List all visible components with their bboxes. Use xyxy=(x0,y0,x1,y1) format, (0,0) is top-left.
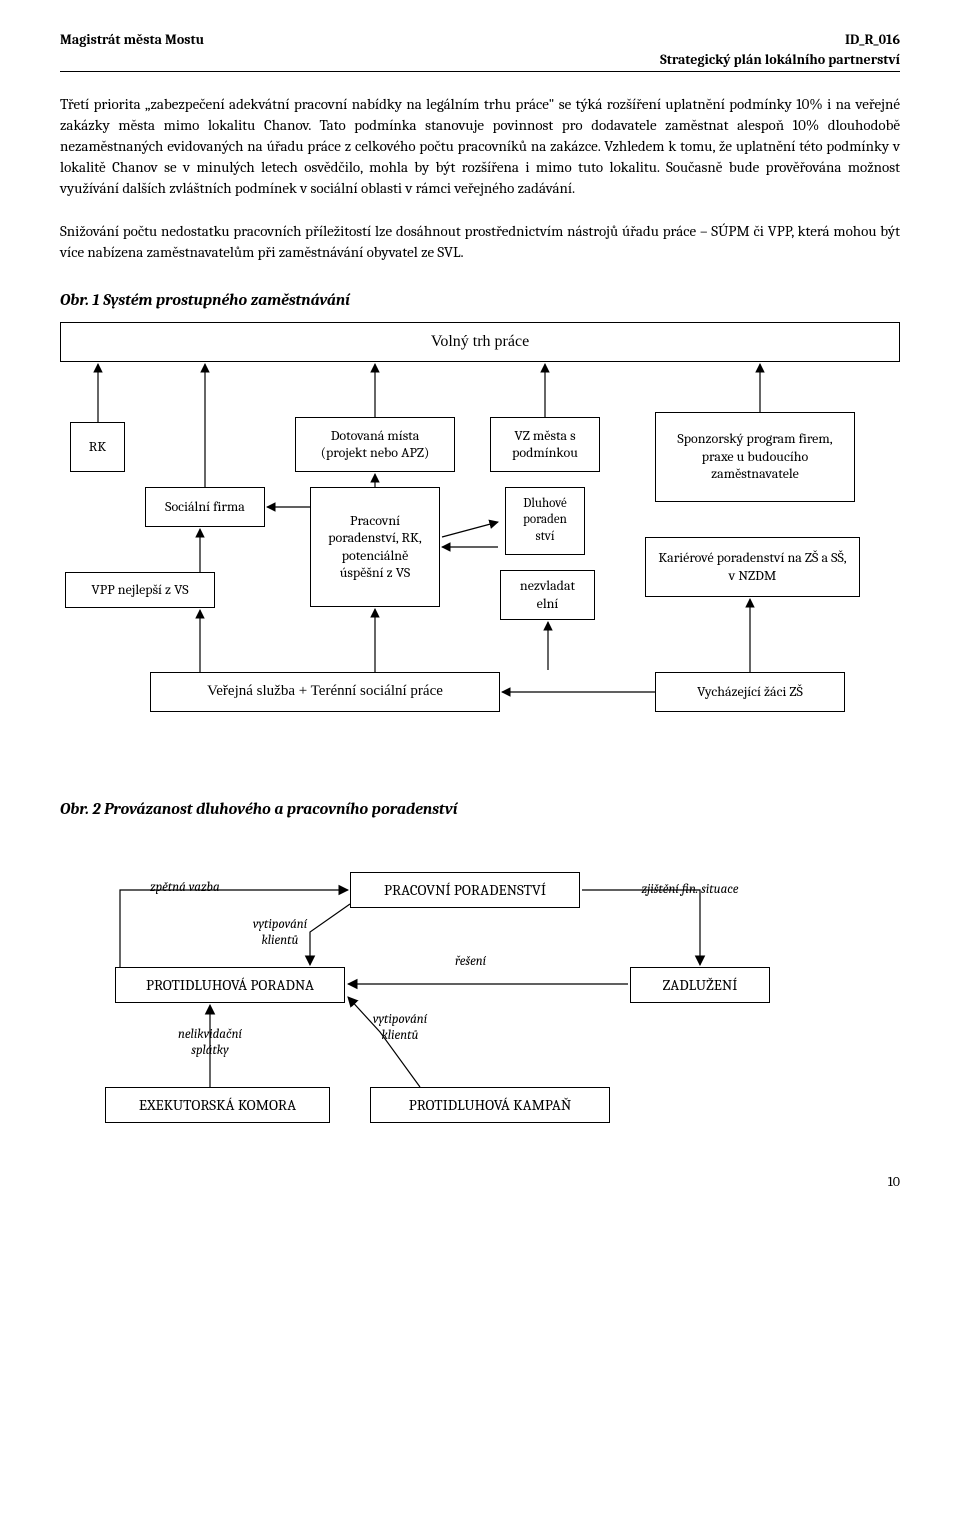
figure-2-title: Obr. 2 Provázanost dluhového a pracovníh… xyxy=(60,798,900,820)
figure-1-title: Obr. 1 Systém prostupného zaměstnávání xyxy=(60,289,900,311)
paragraph-1: Třetí priorita „zabezpečení adekvátní pr… xyxy=(60,94,900,199)
box-vychazejici: Vycházející žáci ZŠ xyxy=(655,672,845,712)
header-right: ID_R_016 Strategický plán lokálního part… xyxy=(660,30,900,69)
diagram-1: Volný trh práce RK Sociální firma VPP ne… xyxy=(60,322,900,772)
box-dotovana: Dotovaná místa (projekt nebo APZ) xyxy=(295,417,455,472)
label-nelikvidacni: nelikvidační splátky xyxy=(165,1027,255,1058)
box-pracovni: Pracovní poradenství, RK, potenciálně ús… xyxy=(310,487,440,607)
box-nezvladat: nezvladat elní xyxy=(500,570,595,620)
box-protidluhova-poradna: PROTIDLUHOVÁ PORADNA xyxy=(115,967,345,1003)
label-zpetna-vazba: zpětná vazba xyxy=(150,880,220,896)
label-reseni: řešení xyxy=(455,954,486,970)
header-left: Magistrát města Mostu xyxy=(60,30,204,69)
header-right-top: ID_R_016 xyxy=(660,30,900,50)
label-zjisteni: zjištění fin. situace xyxy=(625,882,755,898)
box-pracovni-poradenstvi: PRACOVNÍ PORADENSTVÍ xyxy=(350,872,580,908)
page-number: 10 xyxy=(60,1172,900,1192)
box-vz-mesta: VZ města s podmínkou xyxy=(490,417,600,472)
box-zadluzeni: ZADLUŽENÍ xyxy=(630,967,770,1003)
paragraph-2: Snižování počtu nedostatku pracovních př… xyxy=(60,221,900,263)
box-vpp: VPP nejlepší z VS xyxy=(65,572,215,608)
page-header: Magistrát města Mostu ID_R_016 Strategic… xyxy=(60,30,900,72)
header-right-bottom: Strategický plán lokálního partnerství xyxy=(660,50,900,70)
label-vytipovani-1: vytipování klientů xyxy=(240,917,320,948)
box-protidluhova-kampan: PROTIDLUHOVÁ KAMPAŇ xyxy=(370,1087,610,1123)
box-sponzorsky: Sponzorský program firem, praxe u budouc… xyxy=(655,412,855,502)
box-volny-trh: Volný trh práce xyxy=(60,322,900,362)
box-dluhove: Dluhové poraden ství xyxy=(505,487,585,555)
diagram-2: PRACOVNÍ PORADENSTVÍ PROTIDLUHOVÁ PORADN… xyxy=(60,832,900,1142)
box-rk: RK xyxy=(70,422,125,472)
box-karierove: Kariérové poradenství na ZŠ a SŠ, v NZDM xyxy=(645,537,860,597)
box-exekutorska: EXEKUTORSKÁ KOMORA xyxy=(105,1087,330,1123)
label-vytipovani-2: vytipování klientů xyxy=(360,1012,440,1043)
box-socialni-firma: Sociální firma xyxy=(145,487,265,527)
box-verejna-sluzba: Veřejná služba + Terénní sociální práce xyxy=(150,672,500,712)
